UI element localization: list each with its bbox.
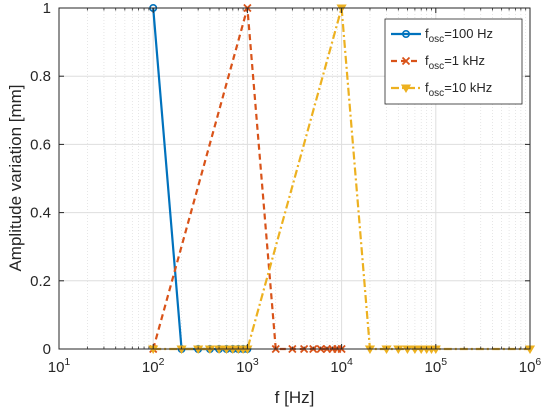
legend-marker-2 <box>401 56 411 66</box>
legend-marker-1 <box>401 29 410 38</box>
legend-label-2: fosc=1 kHz <box>425 53 485 72</box>
legend-marker-3 <box>400 84 412 93</box>
ticks: 0 0.2 0.4 0.6 0.8 1 101 102 103 104 105 106 <box>30 0 541 376</box>
plot-frame <box>58 7 531 350</box>
y-axis-label: Amplitude variation [mm] <box>6 84 25 271</box>
y-tick-label: 0 <box>43 341 51 358</box>
x-tick-label: 101 <box>48 356 71 376</box>
y-tick-label: 0.8 <box>30 68 51 85</box>
x-tick-label: 104 <box>330 356 353 376</box>
x-tick-label: 105 <box>425 356 448 376</box>
y-tick-label: 0.4 <box>30 205 51 222</box>
x-tick-label: 103 <box>236 356 259 376</box>
x-tick-label: 106 <box>519 356 542 376</box>
y-tick-label: 1 <box>43 0 51 17</box>
y-tick-label: 0.2 <box>30 273 51 290</box>
x-axis-label: f [Hz] <box>275 388 315 407</box>
x-tick-label: 102 <box>142 356 165 376</box>
legend: fosc=100 Hz fosc=1 kHz fosc=10 kHz <box>384 18 523 105</box>
legend-label-3: fosc=10 kHz <box>425 80 492 99</box>
legend-label-1: fosc=100 Hz <box>425 26 493 45</box>
y-tick-label: 0.6 <box>30 136 51 153</box>
